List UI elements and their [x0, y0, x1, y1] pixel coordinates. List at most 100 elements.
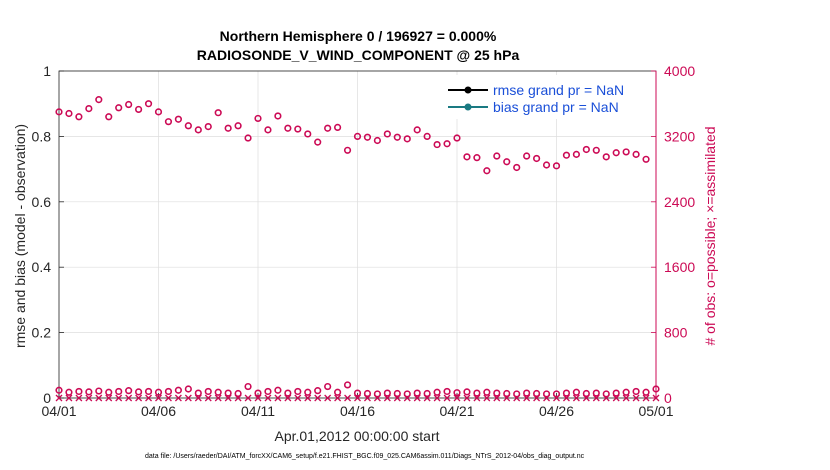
possible-obs-point [284, 389, 292, 397]
possible-obs-point [154, 388, 163, 396]
possible-obs-point [642, 388, 650, 396]
assimilated-obs-point [304, 394, 312, 402]
legend-entry-bias: bias grand pr = NaN [448, 99, 619, 115]
possible-obs-point [523, 152, 531, 160]
possible-obs-point [154, 108, 163, 116]
possible-obs-point [204, 122, 212, 131]
possible-obs-point [562, 389, 571, 397]
chart-title-line2: RADIOSONDE_V_WIND_COMPONENT @ 25 hPa [197, 47, 520, 63]
possible-obs-point [244, 134, 252, 142]
possible-obs-point [652, 385, 660, 393]
possible-obs-point [234, 389, 242, 398]
possible-obs-point [234, 122, 242, 130]
possible-obs-point [85, 105, 93, 113]
assimilated-obs-point [413, 394, 421, 402]
possible-obs-point [453, 134, 461, 142]
possible-obs-point [254, 389, 262, 397]
possible-obs-point [105, 113, 113, 121]
possible-obs-point [532, 154, 541, 163]
possible-obs-point [433, 140, 441, 149]
possible-obs-point [164, 387, 173, 396]
assimilated-obs-point [115, 394, 123, 402]
assimilated-obs-point [204, 394, 212, 402]
assimilated-obs-point [612, 394, 620, 402]
possible-obs-point [463, 388, 471, 396]
possible-obs-point [513, 163, 521, 172]
footer-data-file: data file: /Users/raeder/DAI/ATM_forcXX/… [145, 453, 585, 460]
possible-obs-point [264, 126, 272, 134]
possible-obs-point [115, 387, 123, 396]
assimilated-obs-point [224, 394, 232, 402]
possible-obs-point [503, 158, 511, 166]
assimilated-obs-point [95, 394, 103, 402]
possible-obs-point [135, 105, 143, 114]
series-2 [55, 394, 660, 402]
assimilated-obs-point [294, 394, 302, 402]
possible-obs-point [184, 385, 192, 393]
possible-obs-point [582, 145, 590, 154]
assimilated-obs-point [562, 394, 570, 402]
left-y-tick-label: 0.2 [32, 325, 52, 341]
possible-obs-point [393, 133, 401, 141]
possible-obs-point [473, 389, 481, 397]
possible-obs-point [264, 387, 272, 396]
assimilated-obs-point [264, 394, 272, 402]
possible-obs-point [224, 124, 232, 132]
right-y-axis-ticks: 0 800 1600 2400 3200 4000 [651, 63, 695, 406]
possible-obs-point [334, 388, 342, 396]
assimilated-obs-point [642, 394, 650, 402]
possible-obs-point [542, 390, 551, 398]
left-y-axis-ticks: 0 0.2 0.4 0.6 0.8 1 [32, 63, 64, 406]
x-axis-label: Apr.01,2012 00:00:00 start [274, 428, 439, 444]
possible-obs-point [304, 130, 312, 138]
assimilated-obs-point [533, 394, 541, 402]
possible-obs-point [95, 96, 103, 104]
possible-obs-point [403, 135, 411, 143]
assimilated-obs-point [483, 394, 491, 402]
assimilated-obs-point [503, 394, 511, 402]
assimilated-obs-point [463, 394, 471, 402]
x-tick-label: 04/06 [141, 403, 176, 419]
assimilated-obs-point [324, 394, 332, 402]
possible-obs-point [413, 126, 421, 134]
left-y-tick-label: 0.8 [32, 128, 52, 144]
assimilated-obs-point [274, 394, 282, 402]
left-y-tick-label: 0.6 [32, 194, 52, 210]
possible-obs-point [65, 109, 73, 118]
assimilated-obs-point [105, 394, 113, 402]
assimilated-obs-point [453, 394, 461, 402]
assimilated-obs-point [194, 394, 202, 402]
possible-obs-point [125, 100, 133, 109]
possible-obs-point [413, 389, 421, 397]
assimilated-obs-point [513, 394, 521, 402]
possible-obs-point [55, 386, 63, 394]
possible-obs-point [383, 389, 391, 397]
possible-obs-point [334, 123, 342, 132]
possible-obs-point [443, 387, 451, 396]
possible-obs-point [612, 389, 620, 397]
possible-obs-point [483, 167, 491, 175]
assimilated-obs-point [473, 394, 481, 402]
right-y-tick-label: 800 [664, 325, 688, 341]
assimilated-obs-point [125, 394, 133, 402]
possible-obs-point [453, 389, 461, 397]
assimilated-obs-point [254, 394, 262, 402]
possible-obs-point [144, 387, 153, 396]
right-y-tick-label: 2400 [664, 194, 695, 210]
assimilated-obs-point [523, 394, 531, 402]
possible-obs-point [483, 388, 491, 396]
left-y-tick-label: 0.4 [32, 259, 52, 275]
x-tick-label: 04/16 [340, 403, 375, 419]
possible-obs-point [622, 148, 630, 156]
assimilated-obs-point [383, 394, 391, 402]
possible-obs-point [383, 130, 391, 138]
possible-obs-point [423, 389, 431, 398]
possible-obs-point [224, 389, 232, 397]
x-tick-label: 04/01 [41, 403, 76, 419]
legend: rmse grand pr = NaN bias grand pr = NaN [443, 75, 654, 119]
assimilated-obs-point [244, 394, 252, 402]
x-tick-label: 04/11 [241, 403, 275, 419]
series-1 [55, 381, 660, 398]
possible-obs-point [363, 133, 372, 141]
assimilated-obs-point [423, 394, 431, 402]
